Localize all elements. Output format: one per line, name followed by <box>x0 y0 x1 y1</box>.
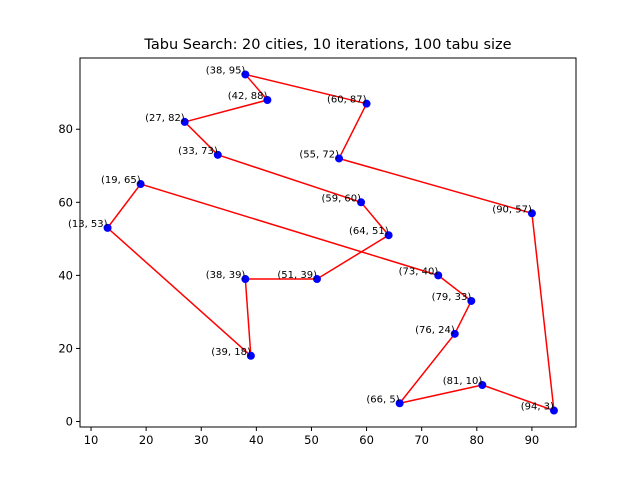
route-segment <box>244 278 252 356</box>
city-point <box>384 231 393 240</box>
city-label: (42, 88) <box>228 91 268 102</box>
city-label: (19, 65) <box>101 175 141 186</box>
route-segment <box>316 234 390 280</box>
city-label: (51, 39) <box>277 270 317 281</box>
city-label: (60, 87) <box>327 95 367 106</box>
x-tick-label: 50 <box>304 433 319 447</box>
city-point <box>357 198 366 207</box>
city-label: (59, 60) <box>321 193 361 204</box>
city-point <box>467 296 476 305</box>
route-segment <box>107 227 252 357</box>
x-tick-label: 20 <box>139 433 154 447</box>
city-point <box>362 99 371 108</box>
chart-title: Tabu Search: 20 cities, 10 iterations, 1… <box>143 37 511 53</box>
x-tick-label: 80 <box>469 433 484 447</box>
city-point <box>213 150 222 159</box>
x-tick-label: 90 <box>525 433 540 447</box>
plot-frame <box>79 57 577 428</box>
city-point <box>180 117 189 126</box>
city-point <box>434 271 443 280</box>
y-tick-label: 80 <box>58 122 73 136</box>
route-segment <box>184 99 268 123</box>
y-tick-label: 20 <box>58 341 73 355</box>
x-tick-label: 70 <box>414 433 429 447</box>
city-label-layer: (38, 95) (42, 88) (60, 87) (27, 82) (33, 73)… <box>68 65 554 412</box>
y-tick-label: 0 <box>66 415 73 429</box>
route-layer <box>106 73 555 412</box>
city-label: (38, 95) <box>206 65 246 76</box>
city-point <box>450 329 459 338</box>
y-tick-label: 40 <box>58 268 73 282</box>
city-point <box>335 154 344 163</box>
city-point <box>549 406 558 415</box>
city-label: (76, 24) <box>415 325 455 336</box>
city-point <box>395 399 404 408</box>
axes-layer: 10 20 30 40 50 60 70 80 90 0 20 40 60 80 <box>58 122 539 447</box>
city-label: (38, 39) <box>206 270 246 281</box>
route-segment <box>437 274 472 302</box>
city-label: (81, 10) <box>443 376 483 387</box>
route-segment <box>338 103 368 159</box>
x-tick-label: 40 <box>249 433 264 447</box>
city-label: (33, 73) <box>178 146 218 157</box>
city-point <box>241 275 250 284</box>
city-point <box>527 209 536 218</box>
city-layer <box>103 70 558 415</box>
city-label: (27, 82) <box>145 113 185 124</box>
city-label: (66, 5) <box>366 394 399 405</box>
route-segment <box>245 73 367 105</box>
route-segment <box>482 384 555 412</box>
city-label: (73, 40) <box>399 266 439 277</box>
route-segment <box>106 183 142 229</box>
city-point <box>136 180 145 189</box>
route-segment <box>399 333 456 404</box>
y-tick-label: 60 <box>58 195 73 209</box>
x-tick-label: 30 <box>194 433 209 447</box>
city-label: (94, 3) <box>521 402 554 413</box>
route-segment <box>140 183 439 277</box>
city-point <box>478 380 487 389</box>
city-point <box>263 96 272 105</box>
city-label: (90, 57) <box>492 204 532 215</box>
city-point <box>241 70 250 79</box>
city-label: (64, 51) <box>349 226 389 237</box>
route-segment <box>454 300 472 335</box>
city-point <box>246 351 255 360</box>
city-point <box>312 275 321 284</box>
city-label: (79, 33) <box>432 292 472 303</box>
city-label: (55, 72) <box>299 149 339 160</box>
city-point <box>103 223 112 232</box>
route-segment <box>244 73 268 101</box>
city-label: (39, 18) <box>211 347 251 358</box>
x-tick-label: 10 <box>84 433 99 447</box>
route-segment <box>399 384 483 404</box>
route-segment <box>338 157 533 214</box>
route-segment <box>217 154 362 204</box>
route-segment <box>184 121 219 156</box>
route-segment <box>531 213 555 411</box>
plot-area <box>79 57 577 428</box>
route-segment <box>360 201 390 236</box>
city-label: (13, 53) <box>68 219 108 230</box>
x-tick-label: 60 <box>359 433 374 447</box>
